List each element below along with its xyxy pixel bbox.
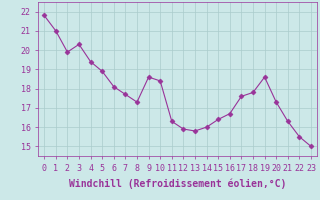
X-axis label: Windchill (Refroidissement éolien,°C): Windchill (Refroidissement éolien,°C) xyxy=(69,178,286,189)
